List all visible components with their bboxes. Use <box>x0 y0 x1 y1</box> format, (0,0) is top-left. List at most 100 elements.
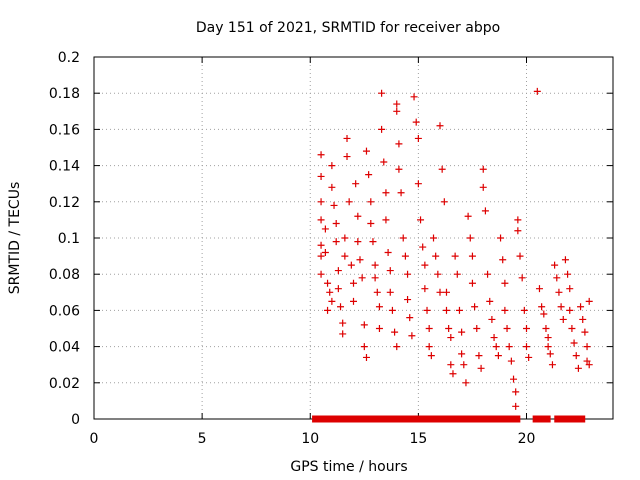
data-point <box>384 248 392 256</box>
data-point <box>350 279 357 287</box>
data-point <box>477 364 485 372</box>
data-point <box>360 343 368 351</box>
data-point <box>328 297 336 305</box>
data-point <box>378 125 386 133</box>
data-point <box>540 310 548 318</box>
y-tick-labels: 0 0.02 0.04 0.06 0.08 0.1 0.12 0.14 0.16 0.18 0.2 <box>49 50 80 428</box>
baseline-marker <box>472 415 478 423</box>
data-point <box>581 328 589 336</box>
baseline-marker <box>320 415 326 423</box>
data-point <box>393 107 401 115</box>
data-point <box>585 361 593 369</box>
data-point <box>410 93 418 101</box>
data-point <box>343 153 351 161</box>
data-point <box>473 325 481 332</box>
data-point <box>583 343 591 351</box>
data-point <box>468 252 476 260</box>
data-point <box>406 314 414 322</box>
data-point <box>386 267 394 275</box>
y-axis-label: SRMTID / TECUs <box>7 182 23 295</box>
data-point <box>512 402 520 410</box>
data-point <box>451 252 459 260</box>
y-tick-label: 0.12 <box>49 195 80 211</box>
data-point <box>505 343 513 351</box>
y-tick-label: 0.08 <box>49 267 80 283</box>
data-point <box>546 350 554 358</box>
baseline-marker <box>463 415 469 423</box>
data-point <box>499 256 507 264</box>
baseline-marker <box>385 415 391 423</box>
data-point <box>553 274 561 282</box>
baseline-marker <box>428 415 434 423</box>
y-tick-label: 0.18 <box>49 86 80 102</box>
data-point <box>430 234 438 242</box>
data-point <box>328 162 336 170</box>
baseline-marker <box>394 415 400 423</box>
y-tick-label: 0.02 <box>49 376 80 392</box>
data-point <box>449 370 457 378</box>
data-point <box>397 189 405 197</box>
baseline-marker <box>355 415 361 423</box>
data-point <box>330 201 338 209</box>
data-point <box>367 220 375 228</box>
baseline-marker <box>506 415 512 423</box>
data-point <box>568 325 576 332</box>
data-point <box>332 238 340 246</box>
data-point <box>518 274 526 282</box>
baseline-marker <box>480 415 486 423</box>
data-point <box>512 388 520 396</box>
data-point <box>393 343 401 351</box>
baseline-marker <box>541 415 547 423</box>
baseline-marker <box>368 415 374 423</box>
y-tick-label: 0.1 <box>58 231 80 247</box>
data-point <box>501 279 509 287</box>
data-point <box>395 140 403 148</box>
baseline-marker <box>329 415 335 423</box>
data-point <box>425 343 433 351</box>
data-point <box>523 343 530 351</box>
data-point <box>337 303 345 311</box>
data-point <box>542 325 550 332</box>
x-tick-label: 15 <box>409 431 427 447</box>
baseline-marker <box>450 415 456 423</box>
baseline-marker <box>467 415 473 423</box>
data-point <box>471 303 479 311</box>
data-point <box>525 353 533 361</box>
data-point <box>339 330 347 338</box>
grid-lines <box>94 57 613 419</box>
data-point <box>481 207 489 215</box>
data-point <box>347 261 355 269</box>
data-point <box>516 252 524 260</box>
data-point <box>417 216 425 224</box>
data-point <box>341 234 349 242</box>
baseline-marker <box>407 415 413 423</box>
data-point <box>520 306 528 314</box>
data-point <box>369 238 377 246</box>
data-point <box>352 180 360 188</box>
data-point <box>339 319 347 327</box>
data-point <box>572 352 580 360</box>
data-point <box>442 306 450 314</box>
x-tick-labels: 0 5 10 15 20 <box>90 431 536 447</box>
baseline-marker <box>338 415 344 423</box>
baseline-marker <box>359 415 365 423</box>
data-point <box>464 212 472 220</box>
data-point <box>404 270 412 278</box>
data-point <box>386 288 394 296</box>
baseline-marker <box>580 415 586 423</box>
data-point <box>503 325 511 332</box>
data-point <box>488 315 496 323</box>
x-axis-label: GPS time / hours <box>290 459 407 475</box>
data-point <box>317 216 325 224</box>
baseline-marker <box>459 415 465 423</box>
data-points <box>312 87 593 423</box>
data-point <box>317 172 325 180</box>
data-point <box>375 325 383 332</box>
data-point <box>479 183 487 191</box>
data-point <box>570 339 578 347</box>
data-point <box>332 220 340 228</box>
data-point <box>453 270 461 278</box>
data-point <box>533 87 541 95</box>
data-point <box>371 274 379 282</box>
data-point <box>434 270 442 278</box>
